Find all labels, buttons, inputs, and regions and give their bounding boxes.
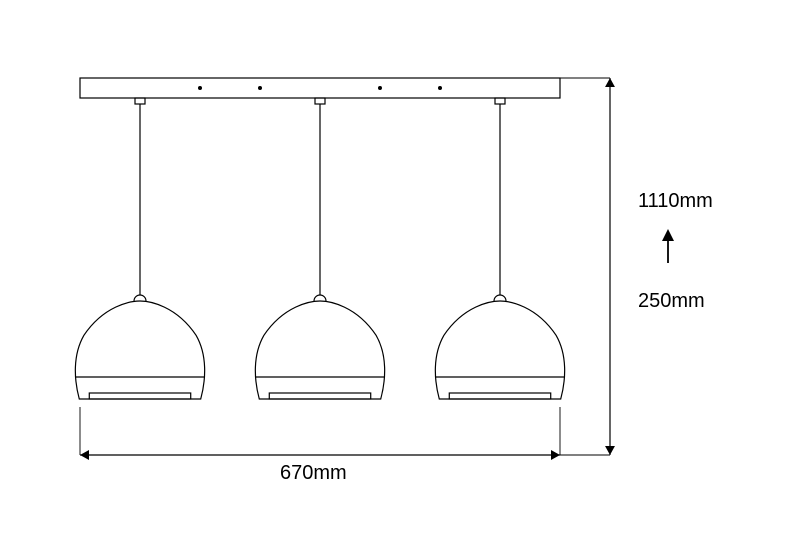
- shade-cap: [494, 295, 506, 301]
- diagram-stage: 670mm 1110mm 250mm: [0, 0, 800, 533]
- pendant-shade: [75, 301, 204, 399]
- canopy-screw-icon: [438, 86, 442, 90]
- shade-rim: [269, 393, 370, 399]
- canopy-screw-icon: [198, 86, 202, 90]
- shade-rim: [449, 393, 550, 399]
- arrow-left-icon: [80, 450, 89, 460]
- width-dimension-label: 670mm: [280, 462, 347, 485]
- shade-rim: [89, 393, 190, 399]
- cord-grip: [135, 98, 145, 104]
- canopy-screw-icon: [258, 86, 262, 90]
- pendant-shade: [435, 301, 564, 399]
- arrow-down-icon: [605, 446, 615, 455]
- cord-grip: [495, 98, 505, 104]
- ceiling-canopy: [80, 78, 560, 98]
- height-lower-label: 250mm: [638, 290, 705, 313]
- arrow-up-icon: [605, 78, 615, 87]
- cord-grip: [315, 98, 325, 104]
- adjustable-arrow-up-icon: [662, 229, 674, 241]
- shade-cap: [134, 295, 146, 301]
- arrow-right-icon: [551, 450, 560, 460]
- canopy-screw-icon: [378, 86, 382, 90]
- shade-cap: [314, 295, 326, 301]
- technical-drawing-svg: [0, 0, 800, 533]
- pendant-shade: [255, 301, 384, 399]
- height-upper-label: 1110mm: [638, 190, 713, 213]
